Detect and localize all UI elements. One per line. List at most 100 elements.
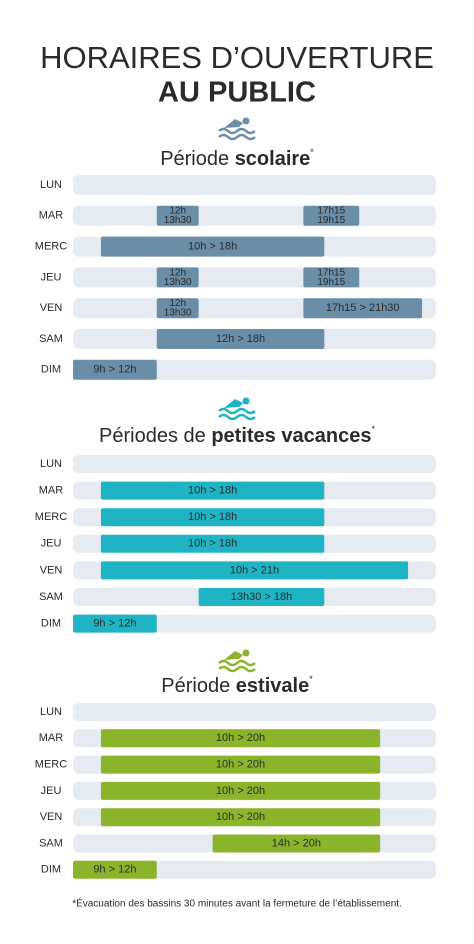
day-label: MERC xyxy=(35,241,67,253)
time-range xyxy=(100,481,325,500)
section-title: Période estivale* xyxy=(161,674,313,697)
icon-water xyxy=(218,127,256,141)
day-label: JEU xyxy=(41,538,62,550)
day-label: JEU xyxy=(41,785,62,797)
time-range xyxy=(100,781,381,800)
time-range xyxy=(100,534,325,553)
day-label: DIM xyxy=(41,618,61,630)
time-range xyxy=(303,267,360,288)
day-label: JEU xyxy=(41,271,62,283)
day-track xyxy=(73,359,436,380)
title-light: Périodes de xyxy=(99,425,206,447)
day-label: MAR xyxy=(39,210,64,222)
day-track xyxy=(73,703,436,721)
range-label: 13h30 xyxy=(164,308,192,319)
time-range xyxy=(100,236,325,257)
title-mark: * xyxy=(310,147,314,157)
day-label: LUN xyxy=(40,179,62,191)
time-range xyxy=(100,561,409,580)
section-title: Périodes de petites vacances* xyxy=(99,424,375,447)
time-range xyxy=(100,755,381,774)
range-label: 10h > 21h xyxy=(230,564,279,576)
range-label: 10h > 18h xyxy=(188,538,237,550)
day-label: SAM xyxy=(39,837,63,849)
range-label: 19h15 xyxy=(317,277,345,288)
time-range xyxy=(73,359,157,380)
day-label: VEN xyxy=(40,302,63,314)
day-label: MERC xyxy=(35,511,67,523)
time-range xyxy=(156,205,199,226)
range-label: 13h30 xyxy=(164,215,192,226)
range-label: 19h15 xyxy=(317,215,345,226)
range-label: 10h > 20h xyxy=(216,759,265,771)
day-label: SAM xyxy=(39,333,63,345)
day-label: SAM xyxy=(39,591,63,603)
title-light: Période xyxy=(160,148,229,170)
day-label: DIM xyxy=(41,864,61,876)
swimmer-icon xyxy=(218,397,256,421)
day-label: DIM xyxy=(41,364,61,376)
time-range xyxy=(100,508,325,527)
day-label: LUN xyxy=(40,706,62,718)
time-range xyxy=(212,834,381,853)
range-label: 17h15 xyxy=(317,267,345,278)
day-track xyxy=(73,205,436,226)
icon-body xyxy=(224,399,243,408)
range-label: 17h15 > 21h30 xyxy=(326,302,400,314)
icon-head xyxy=(242,649,250,657)
time-range xyxy=(156,267,199,288)
time-range xyxy=(198,588,325,606)
title-mark: * xyxy=(309,674,313,684)
range-label: 10h > 20h xyxy=(216,811,265,823)
range-label: 10h > 18h xyxy=(188,485,237,497)
day-track xyxy=(73,860,436,879)
time-range xyxy=(156,298,199,319)
time-range xyxy=(303,298,423,319)
title-line2: AU PUBLIC xyxy=(158,77,316,109)
day-label: LUN xyxy=(40,458,62,470)
day-label: VEN xyxy=(40,811,63,823)
day-track xyxy=(73,614,436,633)
day-label: VEN xyxy=(40,564,63,576)
range-label: 9h > 12h xyxy=(93,864,136,876)
range-label: 9h > 12h xyxy=(93,618,136,630)
range-label: 9h > 12h xyxy=(93,364,136,376)
icon-head xyxy=(242,397,250,405)
icon-body xyxy=(224,119,243,128)
range-label: 10h > 18h xyxy=(188,241,237,253)
time-range xyxy=(303,205,360,226)
range-label: 10h > 18h xyxy=(188,511,237,523)
title-bold: estivale xyxy=(236,675,309,697)
range-label: 13h30 > 18h xyxy=(231,591,292,603)
time-range xyxy=(156,329,325,349)
section-title: Période scolaire* xyxy=(160,147,314,170)
time-range xyxy=(73,860,157,879)
title-line1: HORAIRES D’OUVERTURE xyxy=(40,40,434,75)
title-mark: * xyxy=(371,424,375,434)
day-label: MAR xyxy=(39,732,64,744)
title-bold: petites vacances xyxy=(211,425,371,447)
footnote: *Évacuation des bassins 30 minutes avant… xyxy=(72,897,402,910)
icon-head xyxy=(242,117,250,125)
day-track xyxy=(73,267,436,288)
range-label: 12h xyxy=(169,298,186,309)
range-label: 12h xyxy=(169,206,186,217)
range-label: 12h xyxy=(169,267,186,278)
icon-body xyxy=(224,651,243,660)
swimmer-icon xyxy=(218,117,256,141)
range-label: 13h30 xyxy=(164,277,192,288)
range-label: 17h15 xyxy=(317,206,345,217)
day-label: MERC xyxy=(35,759,67,771)
time-range xyxy=(100,729,381,748)
range-label: 12h > 18h xyxy=(216,333,265,345)
time-range xyxy=(73,614,157,633)
swimmer-icon xyxy=(218,649,256,673)
title-light: Période xyxy=(161,675,230,697)
icon-water xyxy=(218,407,256,421)
day-track xyxy=(73,175,436,195)
range-label: 10h > 20h xyxy=(216,785,265,797)
day-label: MAR xyxy=(39,485,64,497)
range-label: 14h > 20h xyxy=(272,837,321,849)
day-track xyxy=(73,455,436,473)
